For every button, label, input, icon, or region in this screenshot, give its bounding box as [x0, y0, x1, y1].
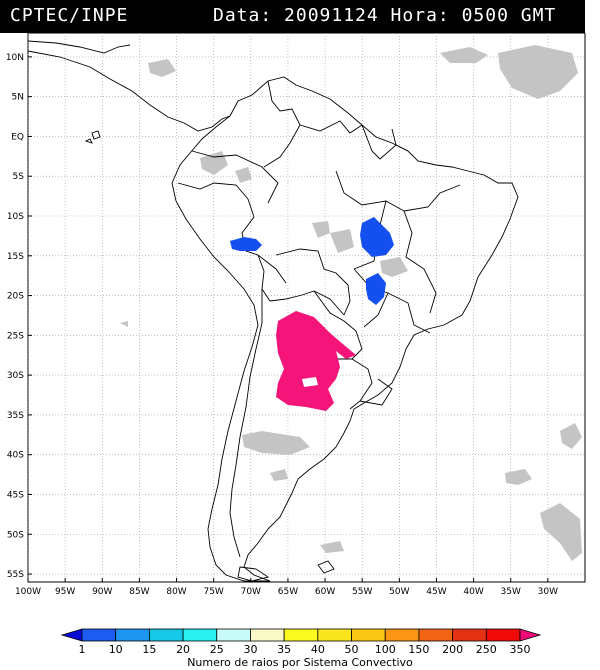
lat-label: EQ	[11, 132, 24, 142]
colorbar-swatch	[283, 628, 319, 642]
colorbar-swatch	[485, 628, 521, 642]
lon-label: 70W	[241, 587, 261, 597]
tierra-del-fuego	[237, 566, 270, 582]
lon-label: 80W	[166, 587, 186, 597]
latitude-labels: 10N 5N EQ 5S 10S 15S 20S 25S 30S 35S 40S 45S 50S 55S	[6, 53, 32, 580]
colorbar	[60, 628, 542, 642]
colombia-southern-border	[191, 150, 279, 204]
ecuador-peru-border	[177, 182, 249, 200]
bolivia-argentina-border	[269, 290, 345, 316]
colorbar-swatch	[351, 628, 386, 642]
colorbar-swatch	[418, 628, 454, 642]
colorbar-swatch	[384, 628, 420, 642]
datetime-label: Data: 20091124 Hora: 0500 GMT	[213, 5, 557, 26]
lat-label: 55S	[7, 570, 24, 580]
lightning-clusters	[230, 217, 394, 411]
colorbar-tick-label: 35	[277, 643, 291, 656]
lon-label: 50W	[389, 587, 409, 597]
central-america-coastline	[28, 40, 231, 132]
colorbar-swatch	[250, 628, 285, 642]
lon-label: 40W	[463, 587, 483, 597]
cluster-mato-grosso-south	[366, 273, 386, 305]
colorbar-tick-label: 150	[408, 643, 429, 656]
lat-label: 20S	[7, 292, 24, 302]
colorbar-tick-label: 40	[311, 643, 325, 656]
cluster-argentina-paraguay-inner	[302, 377, 318, 387]
colorbar-tick-label: 25	[210, 643, 224, 656]
colorbar-swatch	[216, 628, 251, 642]
colorbar-title: Numero de raios por Sistema Convectivo	[187, 656, 413, 669]
lon-label: 35W	[501, 587, 521, 597]
lon-label: 75W	[203, 587, 223, 597]
lon-label: 65W	[278, 587, 298, 597]
cloud-cover	[120, 45, 582, 561]
cluster-mato-grosso	[360, 217, 394, 257]
colorbar-tick-label: 20	[176, 643, 190, 656]
lon-label: 55W	[352, 587, 372, 597]
lon-label: 90W	[92, 587, 112, 597]
lat-label: 35S	[7, 411, 24, 421]
colorbar-tick-label: 15	[142, 643, 156, 656]
venezuela-guyana-border	[299, 120, 363, 134]
lon-label: 100W	[15, 587, 41, 597]
header-bar: CPTEC/INPE Data: 20091124 Hora: 0500 GMT	[0, 0, 585, 33]
colorbar-swatch	[81, 628, 117, 642]
map-frame	[27, 33, 586, 583]
colorbar-tick-label: 350	[510, 643, 531, 656]
brazil-uruguay-border	[349, 358, 373, 410]
guianas-borders	[361, 124, 409, 160]
colorbar-tick-label: 10	[109, 643, 123, 656]
lon-label: 60W	[315, 587, 335, 597]
map-figure: 10N5NEQ5S10S15S20S25S30S35S40S45S50S55S …	[6, 33, 586, 669]
uruguay-border	[359, 378, 393, 406]
colorbar-high-arrow	[519, 628, 542, 642]
colorbar-swatch	[115, 628, 150, 642]
lon-label: 95W	[55, 587, 75, 597]
colorbar-swatch	[148, 628, 184, 642]
bolivia-brazil-border	[275, 248, 351, 316]
colombia-venezuela-border	[263, 80, 301, 168]
colorbar-tick-label: 100	[375, 643, 396, 656]
galapagos-islands	[84, 130, 101, 144]
cluster-argentina-paraguay	[276, 311, 356, 411]
lat-label: 10S	[7, 212, 24, 222]
south-america-coastline	[171, 76, 519, 582]
longitude-labels: 100W 95W 90W 85W 80W 75W 70W 65W 60W 55W 50W 45W 40W…	[15, 578, 558, 597]
colorbar-swatch	[452, 628, 487, 642]
colorbar-swatch	[317, 628, 352, 642]
lon-label: 45W	[426, 587, 446, 597]
lat-label: 5N	[12, 93, 24, 103]
lat-label: 50S	[7, 530, 24, 540]
colorbar-tick-label: 250	[476, 643, 497, 656]
colorbar-tick-label: 1	[79, 643, 86, 656]
falkland-islands	[317, 560, 335, 574]
lat-label: 25S	[7, 331, 24, 341]
colorbar-swatch	[182, 628, 218, 642]
lat-label: 10N	[6, 53, 24, 63]
colorbar-tick-label: 200	[442, 643, 463, 656]
lon-label: 85W	[129, 587, 149, 597]
chile-argentina-border	[229, 289, 263, 558]
colorbar-tick-label: 30	[243, 643, 257, 656]
colorbar-low-arrow	[60, 628, 83, 642]
cluster-peru	[230, 237, 262, 251]
source-label: CPTEC/INPE	[10, 5, 129, 26]
colorbar-tick-label: 50	[345, 643, 359, 656]
lat-label: 15S	[7, 252, 24, 262]
bolivia-peru-border	[257, 254, 271, 302]
lon-label: 30W	[538, 587, 558, 597]
lat-label: 5S	[13, 172, 25, 182]
lat-label: 30S	[7, 371, 24, 381]
lat-label: 45S	[7, 490, 24, 500]
colorbar-tick-labels: 1 10 15 20 25 30 35 40 50 100 150 200 250 350	[79, 643, 531, 656]
lat-label: 40S	[7, 451, 24, 461]
